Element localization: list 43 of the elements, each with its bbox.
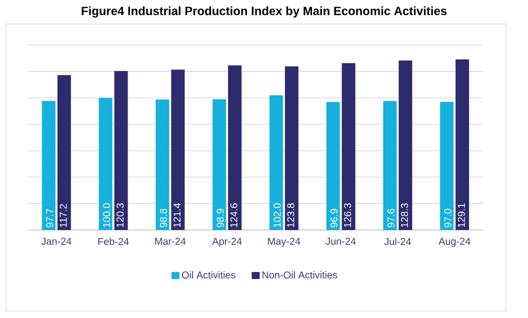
bar bbox=[171, 70, 185, 230]
data-label: 96.9 bbox=[330, 208, 338, 228]
bar bbox=[383, 101, 397, 230]
bar bbox=[456, 59, 470, 230]
x-tick-label: Jan-24 bbox=[41, 238, 72, 245]
bar bbox=[228, 65, 242, 230]
x-tick-label: May-24 bbox=[268, 238, 300, 247]
data-label: 97.6 bbox=[387, 208, 394, 228]
legend-label: Non-Oil Activities bbox=[262, 271, 338, 278]
x-tick-label: Jun-24 bbox=[326, 238, 356, 245]
data-label: 121.4 bbox=[173, 203, 180, 228]
bar bbox=[114, 71, 128, 230]
x-tick-label: Feb-24 bbox=[98, 238, 129, 246]
x-tick-label: Apr-24 bbox=[212, 238, 242, 247]
data-label: 129.1 bbox=[458, 203, 465, 228]
x-tick-label: Mar-24 bbox=[155, 238, 186, 245]
data-label: 97.7 bbox=[46, 208, 54, 228]
x-tick-label: Aug-24 bbox=[438, 238, 470, 247]
chart-title: Figure4 Industrial Production Index by Main Economic Activities bbox=[82, 6, 447, 18]
data-label: 98.8 bbox=[160, 208, 167, 228]
x-tick-label: Jul-24 bbox=[384, 238, 411, 246]
bar bbox=[326, 102, 340, 230]
data-label: 117.2 bbox=[60, 204, 67, 228]
bar bbox=[440, 102, 454, 230]
bar bbox=[269, 95, 283, 230]
data-label: 98.9 bbox=[216, 208, 224, 228]
bar bbox=[57, 75, 71, 230]
bar bbox=[42, 100, 56, 230]
bar bbox=[212, 99, 226, 230]
legend-label: Oil Activities bbox=[182, 271, 236, 278]
bar bbox=[284, 66, 298, 230]
data-label: 120.3 bbox=[116, 203, 124, 228]
bar bbox=[156, 99, 170, 230]
data-label: 97.0 bbox=[444, 208, 452, 228]
bar bbox=[398, 60, 412, 230]
data-label: 128.3 bbox=[400, 203, 408, 228]
data-label: 102.0 bbox=[274, 203, 281, 228]
data-label: 126.3 bbox=[344, 203, 352, 228]
bar bbox=[342, 63, 356, 230]
data-label: 124.6 bbox=[230, 203, 238, 228]
bar bbox=[98, 98, 112, 230]
data-label: 100.0 bbox=[103, 203, 110, 228]
data-label: 123.8 bbox=[287, 203, 294, 228]
